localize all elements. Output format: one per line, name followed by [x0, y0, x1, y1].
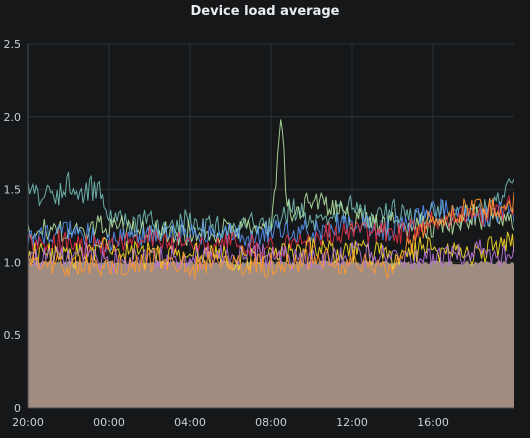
x-tick-label: 12:00	[336, 416, 368, 429]
y-tick-label: 1.0	[4, 256, 22, 269]
y-tick-label: 2.5	[4, 38, 22, 51]
x-tick-label: 04:00	[174, 416, 206, 429]
base-area-fill	[28, 260, 514, 408]
x-tick-label: 00:00	[93, 416, 125, 429]
x-tick-label: 20:00	[12, 416, 44, 429]
y-tick-label: 2.0	[4, 111, 22, 124]
series-line	[28, 194, 514, 260]
chart-title: Device load average	[190, 4, 340, 19]
series-line	[28, 231, 514, 271]
series-line	[28, 192, 514, 280]
fill-layer	[28, 260, 514, 408]
y-tick-label: 0.5	[4, 329, 22, 342]
y-tick-label: 1.5	[4, 184, 22, 197]
axis-layer: 0 0.5 1.0 1.5 2.0 2.5 20:00 00:00 04:00 08:00 12:0…	[4, 38, 514, 429]
x-tick-label: 16:00	[417, 416, 449, 429]
y-tick-label: 0	[14, 402, 21, 415]
series-line	[28, 198, 514, 253]
x-tick-label: 08:00	[255, 416, 287, 429]
series-layer	[28, 119, 514, 280]
